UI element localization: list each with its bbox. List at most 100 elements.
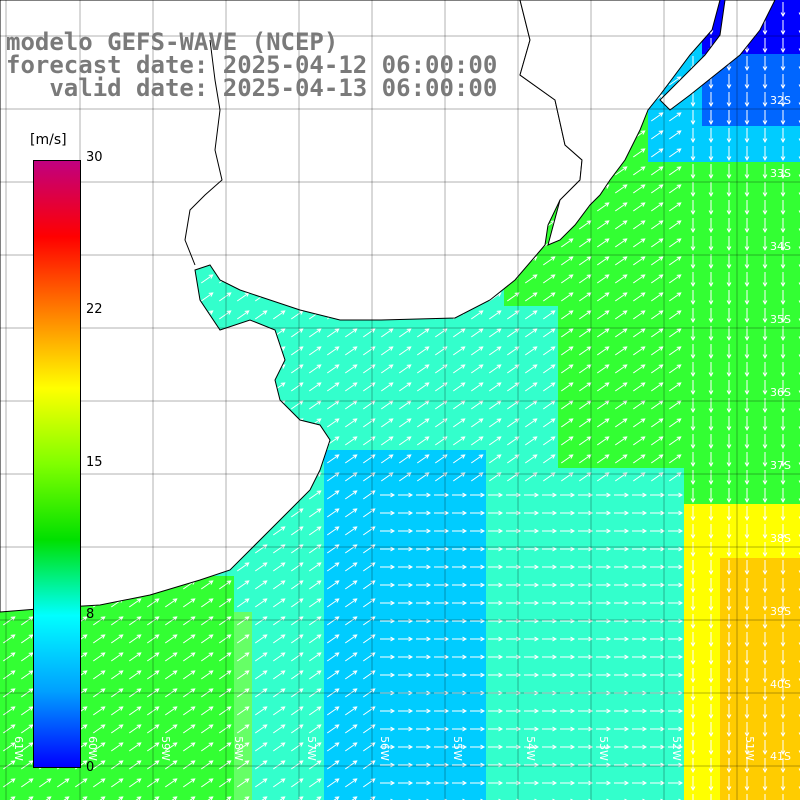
wind-arrow <box>308 562 322 572</box>
wind-arrow <box>218 670 232 680</box>
field-cell <box>90 792 108 800</box>
field-cell <box>792 630 800 648</box>
wind-arrow <box>182 742 196 752</box>
wind-arrow <box>200 670 214 680</box>
wind-arrow <box>470 600 486 606</box>
wind-arrow <box>524 744 540 750</box>
wind-arrow <box>128 742 142 752</box>
wind-arrow <box>614 274 628 284</box>
field-cell <box>792 108 800 126</box>
wind-arrow <box>488 382 502 392</box>
wind-arrow <box>9 796 16 800</box>
wind-arrow <box>20 670 34 680</box>
wind-arrow <box>578 382 592 392</box>
wind-arrow <box>272 760 286 770</box>
wind-arrow <box>416 492 432 498</box>
wind-arrow <box>668 564 684 570</box>
wind-arrow <box>690 308 696 324</box>
wind-arrow <box>110 742 124 752</box>
wind-arrow <box>272 724 286 734</box>
wind-arrow <box>578 654 594 660</box>
wind-arrow <box>578 238 592 248</box>
wind-arrow <box>380 600 396 606</box>
wind-arrow <box>614 546 630 552</box>
wind-arrow <box>596 726 612 732</box>
wind-arrow <box>290 634 304 644</box>
wind-arrow <box>560 672 576 678</box>
wind-arrow <box>614 672 630 678</box>
wind-arrow <box>290 778 304 788</box>
wind-arrow <box>488 672 504 678</box>
lon-label-58w: 58W <box>231 736 245 761</box>
wind-arrow <box>596 654 612 660</box>
wind-arrow <box>218 724 232 734</box>
colorbar-unit: [m/s] <box>30 132 67 148</box>
wind-arrow <box>488 364 502 374</box>
wind-arrow <box>762 542 768 558</box>
wind-arrow <box>560 382 574 392</box>
wind-arrow <box>596 744 612 750</box>
wind-arrow <box>780 776 786 792</box>
wind-arrow <box>762 740 768 756</box>
colorbar-gradient <box>33 160 81 768</box>
wind-arrow <box>560 546 576 552</box>
wind-arrow <box>762 182 768 198</box>
colorbar: [m/s] <box>28 128 90 774</box>
wind-arrow <box>326 742 340 752</box>
wind-arrow <box>780 470 786 486</box>
wind-arrow <box>614 762 630 768</box>
wind-arrow <box>726 308 732 324</box>
wind-arrow <box>452 672 468 678</box>
wind-arrow <box>668 310 682 320</box>
wind-arrow <box>452 418 466 428</box>
wind-arrow <box>650 418 664 428</box>
wind-arrow <box>200 724 214 734</box>
wind-arrow <box>668 202 682 212</box>
wind-arrow <box>668 492 684 498</box>
wind-arrow <box>744 236 750 252</box>
field-cell <box>792 756 800 774</box>
wind-arrow <box>632 654 648 660</box>
wind-arrow <box>110 670 124 680</box>
wind-arrow <box>56 778 70 788</box>
wind-arrow <box>780 668 786 684</box>
wind-arrow <box>780 398 786 414</box>
wind-arrow <box>218 778 232 788</box>
wind-arrow <box>560 654 576 660</box>
wind-arrow <box>708 524 714 540</box>
field-cell <box>792 72 800 90</box>
wind-arrow <box>326 382 340 392</box>
wind-arrow <box>690 290 696 306</box>
field-cell <box>792 18 800 36</box>
field-cell <box>792 486 800 504</box>
wind-arrow <box>650 292 664 302</box>
wind-arrow <box>434 744 450 750</box>
wind-arrow <box>243 796 250 800</box>
field-cell <box>792 198 800 216</box>
wind-arrow <box>128 706 142 716</box>
wind-arrow <box>780 380 786 396</box>
wind-arrow <box>560 564 576 570</box>
wind-arrow <box>272 706 286 716</box>
wind-arrow <box>470 618 486 624</box>
wind-arrow <box>434 672 450 678</box>
wind-arrow <box>780 20 786 36</box>
field-cell <box>792 738 800 756</box>
wind-arrow <box>452 618 468 624</box>
wind-arrow <box>726 272 732 288</box>
wind-arrow <box>632 636 648 642</box>
wind-arrow <box>470 726 486 732</box>
wind-arrow <box>726 722 732 738</box>
lon-label-61w: 61W <box>11 736 25 761</box>
wind-arrow <box>542 654 558 660</box>
wind-arrow <box>110 652 124 662</box>
wind-arrow <box>2 724 16 734</box>
wind-arrow <box>578 454 592 464</box>
wind-arrow <box>92 616 106 626</box>
wind-arrow <box>326 544 340 554</box>
wind-arrow <box>524 618 540 624</box>
field-cell <box>18 792 36 800</box>
wind-arrow <box>762 164 768 180</box>
wind-arrow <box>218 310 232 320</box>
wind-arrow <box>726 614 732 630</box>
